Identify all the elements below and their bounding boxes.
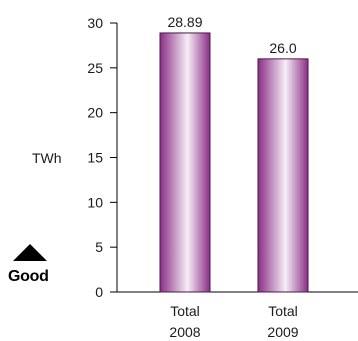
bar-value-label: 28.89 [167,14,202,30]
y-tick-label: 0 [95,284,103,300]
bar [159,32,211,293]
bars-group: 28.89 Total 2008 26.0 Total 2009 [159,14,309,340]
y-tick-label: 5 [95,239,103,255]
x-category-label: Total [170,303,200,319]
y-tick-label: 20 [87,105,103,121]
axes: 0 5 10 15 20 25 30 [87,15,358,300]
y-tick-label: 15 [87,150,103,166]
y-axis-label: TWh [32,150,62,166]
y-tick-label: 10 [87,194,103,210]
x-category-label: Total [268,303,298,319]
y-tick-label: 30 [87,15,103,31]
y-tick-label: 25 [87,60,103,76]
x-category-label: 2008 [169,324,200,340]
good-indicator-label: Good [8,268,49,285]
x-category-label: 2009 [267,324,298,340]
bar-value-label: 26.0 [269,40,296,56]
up-triangle-icon [13,244,47,261]
bar [257,58,309,293]
